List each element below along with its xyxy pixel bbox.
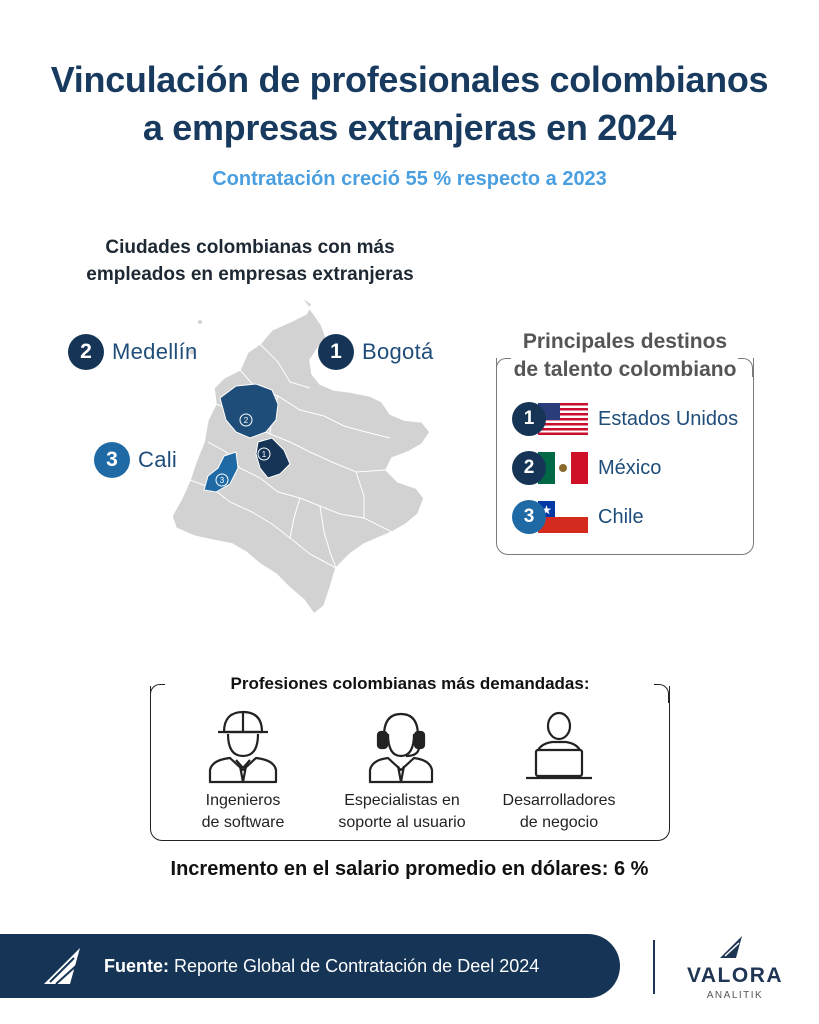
cities-heading-line-1: Ciudades colombianas con más — [105, 237, 395, 258]
destinations-box — [496, 358, 754, 555]
headset-agent-icon — [368, 712, 434, 784]
profession-line-2: de negocio — [519, 814, 599, 831]
title-line-1: Vinculación de profesionales colombianos — [50, 59, 769, 100]
island-dot — [198, 320, 202, 324]
profession-item: Ingenieros de software — [170, 790, 316, 834]
city-name: Bogotá — [362, 339, 434, 364]
destination-rank-badge: 3 — [512, 500, 546, 534]
us-flag-icon — [538, 403, 588, 435]
valora-logo-icon — [720, 936, 742, 958]
cities-heading-line-2: empleados en empresas extranjeras — [86, 264, 414, 285]
city-rank-badge: 3 — [94, 442, 130, 478]
profession-line-1: Ingenieros — [205, 792, 281, 809]
city-name: Cali — [138, 447, 178, 472]
city-cali: 3 Cali — [94, 442, 177, 478]
map-marker-1: 1 — [257, 447, 271, 461]
profession-line-2: soporte al usuario — [338, 814, 466, 831]
profession-line-1: Especialistas en — [344, 792, 460, 809]
valora-arrow-icon — [44, 948, 80, 985]
city-bogota: 1 Bogotá — [318, 334, 434, 370]
destination-row: 1 Estados Unidos — [512, 402, 738, 436]
brand-name: VALORA — [686, 964, 784, 987]
profession-item: Desarrolladores de negocio — [484, 790, 634, 834]
destination-name: Chile — [598, 505, 644, 528]
city-medellin: 2 Medellín — [68, 334, 198, 370]
source-text: Reporte Global de Contratación de Deel 2… — [174, 955, 540, 976]
map-marker-1-label: 1 — [262, 450, 267, 459]
footer-divider — [653, 940, 655, 994]
antioquia-region — [219, 383, 279, 439]
professions-box — [150, 686, 670, 841]
destination-row: 3 Chile — [512, 500, 644, 534]
map-marker-3: 3 — [215, 473, 229, 487]
salary-increase: Incremento en el salario promedio en dól… — [170, 858, 649, 880]
valle-region — [203, 451, 239, 493]
box-corner — [150, 684, 165, 703]
subtitle: Contratación creció 55 % respecto a 2023 — [212, 168, 607, 190]
destinations-heading: Principales destinos de talento colombia… — [496, 328, 754, 384]
footer-bar: Fuente: Reporte Global de Contratación d… — [0, 934, 620, 998]
cities-heading: Ciudades colombianas con más empleados e… — [40, 234, 460, 288]
destination-rank-badge: 1 — [512, 402, 546, 436]
destination-name: México — [598, 456, 662, 479]
map-marker-2-label: 2 — [244, 416, 249, 425]
engineer-icon — [208, 710, 278, 784]
destination-rank-badge: 2 — [512, 451, 546, 485]
profession-line-2: de software — [201, 814, 285, 831]
box-corner — [654, 684, 669, 703]
map-marker-2: 2 — [239, 413, 253, 427]
destination-name: Estados Unidos — [598, 407, 739, 430]
title-line-2: a empresas extranjeras en 2024 — [142, 107, 677, 148]
city-rank-badge: 2 — [68, 334, 104, 370]
source-label: Fuente: — [104, 955, 169, 976]
city-rank-badge: 1 — [318, 334, 354, 370]
page-title: Vinculación de profesionales colombianos… — [0, 56, 819, 152]
map-marker-3-label: 3 — [220, 476, 225, 485]
laptop-user-icon — [526, 711, 592, 780]
destination-row: 2 México — [512, 451, 661, 485]
professions-heading: Profesiones colombianas más demandadas: — [230, 674, 590, 693]
profession-line-1: Desarrolladores — [502, 792, 616, 809]
box-corner — [738, 358, 753, 377]
colombia-map: 2 1 3 — [171, 295, 431, 616]
city-name: Medellín — [112, 339, 198, 364]
profession-item: Especialistas en soporte al usuario — [322, 790, 482, 834]
destinations-heading-line-1: Principales destinos — [522, 330, 728, 353]
destinations-heading-line-2: de talento colombiano — [513, 358, 737, 381]
source-note: Fuente: Reporte Global de Contratación d… — [104, 956, 539, 977]
box-corner — [496, 358, 511, 377]
island-dot — [189, 349, 195, 355]
brand-subname: ANALITIK — [706, 990, 764, 1001]
